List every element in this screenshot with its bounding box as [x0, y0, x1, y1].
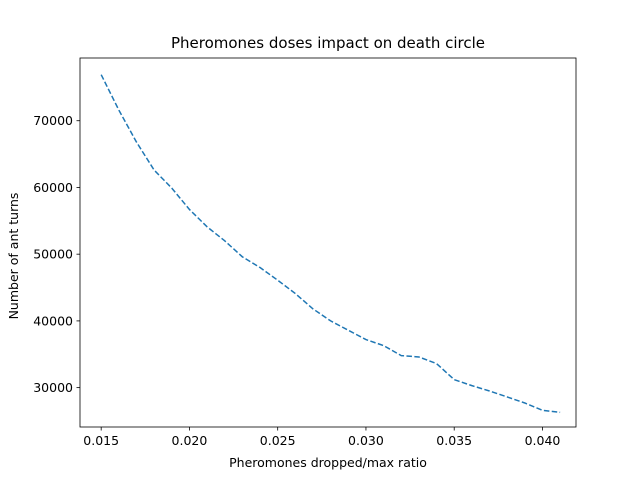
y-axis-ticks: 30000 40000 50000 60000 70000 [33, 113, 80, 395]
series-line-0 [100, 74, 561, 414]
y-tick-label: 70000 [33, 113, 73, 128]
y-tick-label: 50000 [33, 247, 73, 262]
y-tick-label: 30000 [33, 380, 73, 395]
chart-title: Pheromones doses impact on death circle [171, 34, 485, 52]
x-tick-label: 0.020 [172, 433, 208, 448]
axes-frame [79, 57, 577, 428]
x-axis-ticks: 0.015 0.020 0.025 0.030 0.035 0.040 [83, 427, 560, 448]
plot-area [79, 57, 577, 428]
y-tick-label: 40000 [33, 313, 73, 328]
x-tick-label: 0.040 [525, 433, 561, 448]
y-tick-label: 60000 [33, 180, 73, 195]
x-axis-label: Pheromones dropped/max ratio [229, 455, 427, 470]
x-tick-label: 0.025 [260, 433, 296, 448]
x-tick-label: 0.035 [436, 433, 472, 448]
y-axis-label: Number of ant turns [6, 193, 21, 320]
x-tick-label: 0.030 [348, 433, 384, 448]
x-tick-label: 0.015 [83, 433, 119, 448]
